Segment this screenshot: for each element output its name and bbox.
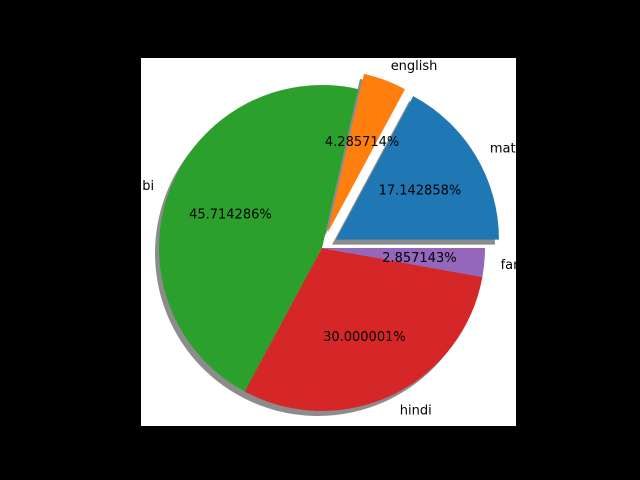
slice-category-label: maths xyxy=(490,142,531,157)
pie-slice-2 xyxy=(327,73,405,233)
slice-category-label: far xyxy=(501,258,520,273)
slice-percent-label: 45.714286% xyxy=(189,208,272,223)
slice-category-label: hindi xyxy=(400,404,432,419)
slice-percent-label: 30.000001% xyxy=(323,330,406,345)
pie-slice-5 xyxy=(322,248,485,278)
slice-category-label: bi xyxy=(142,179,154,194)
slice-labels: maths 17.142858% english 4.285714% bi 45.7142… xyxy=(142,59,531,419)
slice-category-label: english xyxy=(391,59,438,74)
pie-slices xyxy=(159,73,499,412)
slice-percent-label: 2.857143% xyxy=(382,251,456,266)
pie-slice-4 xyxy=(244,248,483,412)
pie-slice-3 xyxy=(159,85,359,392)
pie-slice-1 xyxy=(335,96,499,240)
slice-percent-label: 4.285714% xyxy=(325,135,399,150)
slice-percent-label: 17.142858% xyxy=(379,184,462,199)
